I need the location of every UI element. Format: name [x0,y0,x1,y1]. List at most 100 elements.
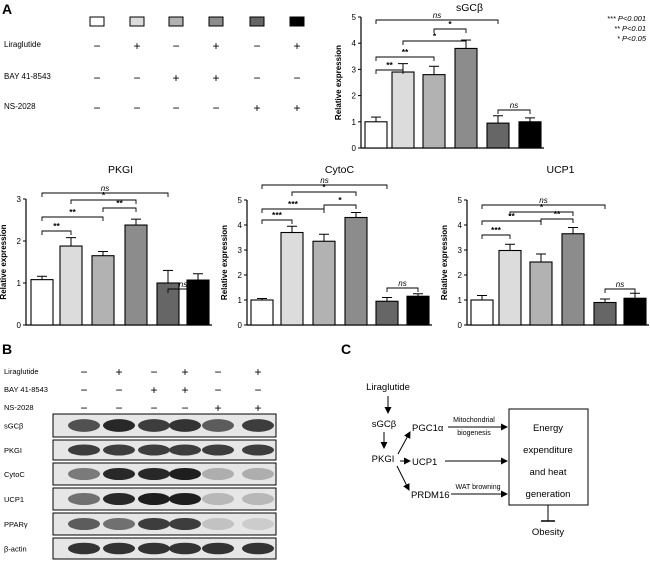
sign-ns2028-0: − [93,101,100,115]
significance-bracket [540,218,574,223]
panel-label-b: B [2,341,12,357]
wb-sign-bay-5: − [254,383,261,397]
sign-bay-2: + [172,71,179,85]
bar [422,74,446,149]
y-tick-label: 4 [238,221,243,230]
wb-band [202,467,234,481]
wb-band [68,542,100,555]
significance-bracket [261,184,388,189]
y-tick-label: 4 [458,221,463,230]
y-tick-label: 1 [238,296,243,305]
significance-label: *** [288,199,299,209]
sign-liraglutide-0: − [93,39,100,53]
bar [375,300,399,326]
sign-ns2028-3: − [212,101,219,115]
chart-title: CytoC [325,164,355,176]
wb-band [169,542,201,555]
sign-bay-4: − [253,71,260,85]
significance-bracket [261,219,293,224]
sign-ns2028-5: + [293,101,300,115]
wb-band [202,444,234,456]
significance-bracket [291,191,357,196]
y-tick-label: 2 [17,237,22,246]
y-axis-label: Relative expression [440,225,449,300]
box-line-1: Energy [533,423,563,434]
wb-sign-liraglutide-5: + [254,365,261,379]
ns-label: ns [398,279,406,288]
wb-sign-ns2028-2: − [150,401,157,415]
sign-ns2028-4: + [253,101,260,115]
wb-sign-liraglutide-4: − [214,365,221,379]
label-mito-2: biogenesis [457,430,491,437]
significance-bracket [481,234,511,239]
y-tick-label: 0 [17,321,22,330]
bar [454,47,478,149]
wb-sign-bay-4: − [214,383,221,397]
wb-band [103,467,135,481]
wb-sign-liraglutide-1: + [115,365,122,379]
arrow-pkgi-pgc1a [397,431,411,455]
significance-bracket [70,199,137,204]
wb-band [169,444,201,456]
significance-label: * [540,202,544,212]
wb-band [103,542,135,555]
wb-sign-bay-1: − [115,383,122,397]
wb-band [242,467,274,481]
bar [91,255,115,326]
legend-p001: *** P<0.001 [607,14,646,23]
wb-band [202,492,234,506]
sign-bay-3: + [212,71,219,85]
y-tick-label: 5 [458,196,463,205]
bar [30,279,54,326]
significance-bracket [41,216,104,221]
wb-band [202,542,234,555]
panel-label-a: A [2,1,12,17]
label-mito-1: Mitochondrial [453,417,495,424]
significance-bracket [386,287,419,292]
significance-bracket [261,208,325,213]
treatment-label-ns2028: NS-2028 [4,102,36,111]
significance-bracket [481,204,606,209]
wb-sign-ns2028-0: − [80,401,87,415]
bar [561,233,585,326]
significance-bracket [41,230,72,235]
wb-band [68,444,100,456]
y-tick-label: 3 [17,195,22,204]
significance-bracket [102,207,137,212]
box-line-3: and heat [530,467,567,478]
sign-bay-1: − [133,71,140,85]
wb-protein-label: PPARγ [4,520,28,529]
sign-ns2028-1: − [133,101,140,115]
wb-band [103,419,135,432]
wb-band [138,467,170,481]
wb-band [169,419,201,432]
swatch-2 [168,16,184,27]
y-tick-label: 3 [458,246,463,255]
wb-protein-label: CytoC [4,470,25,479]
y-tick-label: 0 [352,144,357,153]
label-wat: WAT browning [456,484,501,491]
treatment-table: Liraglutide BAY 41-8543 NS-2028 − − − + − − − +… [4,16,305,115]
wb-sign-bay-2: + [150,383,157,397]
significance-legend: *** P<0.001 ** P<0.01 * P<0.05 [607,14,647,43]
wb-band [202,419,234,432]
western-blot: Liraglutide BAY 41-8543 NS-2028 − − − + − − − +… [4,365,277,560]
y-tick-label: 0 [458,321,463,330]
node-liraglutide: Liraglutide [366,382,410,393]
wb-band [242,444,274,456]
ns-label: ns [433,11,441,20]
bar [593,301,617,326]
significance-bracket [41,192,169,197]
wb-sign-bay-3: + [181,383,188,397]
ns-label: ns [320,176,328,185]
significance-label: ** [386,60,393,70]
legend-p01: ** P<0.01 [614,24,646,33]
wb-band [242,419,274,432]
bar [250,299,274,326]
significance-bracket [375,19,499,24]
sign-bay-5: − [293,71,300,85]
wb-band [138,444,170,456]
wb-sign-ns2028-3: − [181,401,188,415]
